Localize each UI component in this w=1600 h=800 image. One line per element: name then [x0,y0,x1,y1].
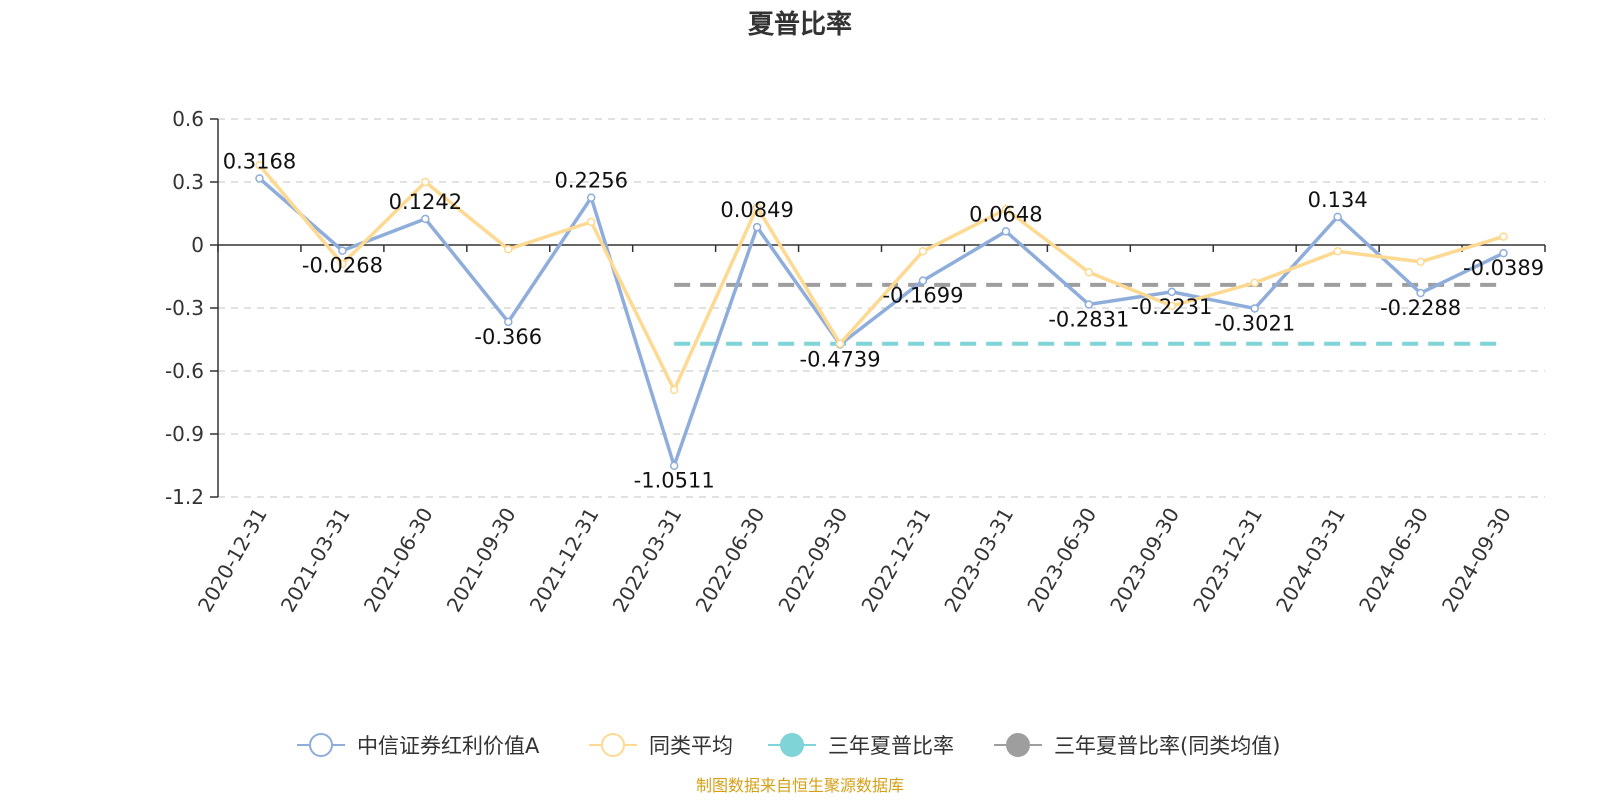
legend[interactable]: 中信证券红利价值A 同类平均 三年夏普比率 三年夏普比率(同类均值) [297,733,1280,758]
peer-avg-series-point [1084,268,1094,277]
x-tick-label: 2023-03-31 [939,504,1018,617]
fund-series-point [1001,227,1011,236]
x-tick-label: 2021-09-30 [442,504,521,617]
legend-label: 三年夏普比率(同类均值) [1054,734,1280,758]
fund-series-point [504,317,513,327]
peer-avg-series-line [258,164,1505,392]
legend-swatch-marker [601,733,625,757]
data-label: -0.4739 [800,348,881,372]
fund-series-point [338,246,347,255]
x-tick-label: 2021-06-30 [359,504,438,617]
peer-avg-series-point [338,259,347,269]
legend-label: 中信证券红利价值A [357,734,540,758]
fund-series-point [1250,304,1259,313]
fund-series-point [918,276,928,285]
peer-avg-series-point [1499,232,1508,241]
chart-title: 夏普比率 [748,9,852,40]
source-note: 制图数据来自恒生聚源数据库 [696,776,904,795]
data-label: -0.0268 [302,254,383,278]
peer-avg-series-point [1250,278,1259,288]
fund-series-line [258,177,1505,468]
data-label: -0.1699 [882,284,963,308]
y-tick-label: -1.2 [165,485,204,509]
data-label: 0.1242 [389,190,462,214]
fund-series-point [669,461,679,470]
legend-label: 三年夏普比率 [828,734,954,758]
x-tick-label: 2021-03-31 [276,504,355,617]
x-tick-label: 2022-12-31 [856,504,935,617]
peer-avg-series-point [586,217,596,227]
fund-series-point [421,214,430,224]
y-tick-label: 0 [191,233,204,257]
data-label: 0.2256 [554,169,627,193]
y-tick-label: 0.3 [172,170,204,194]
legend-swatch-marker [1006,733,1030,757]
x-tick-label: 2020-12-31 [193,504,272,617]
peer-avg-series-point [1001,205,1011,214]
y-tick-label: -0.9 [165,422,204,446]
x-tick-label: 2024-09-30 [1437,504,1516,617]
x-tick-label: 2022-03-31 [608,504,687,617]
x-tick-label: 2021-12-31 [525,504,604,617]
x-tick-label: 2022-06-30 [691,504,770,617]
x-tick-label: 2024-03-31 [1271,504,1350,617]
data-label: -0.2831 [1048,307,1129,331]
peer-avg-series-point [669,385,679,395]
fund-series-point [1416,288,1425,298]
legend-item[interactable]: 三年夏普比率 [768,733,954,758]
peer-avg-series-point [1416,257,1425,267]
data-label: -0.366 [474,325,542,349]
peer-avg-series-point [1167,301,1177,311]
fund-series-point [255,174,264,183]
fund-series-point [1333,212,1342,222]
data-label: -0.0389 [1463,256,1544,280]
peer-avg-series-point [752,202,762,212]
x-tick-label: 2023-09-30 [1105,504,1184,617]
fund-series-point [1167,287,1177,297]
peer-avg-series-point [1333,247,1342,256]
fund-series-point [1499,248,1508,258]
fund-series-point [1084,300,1094,309]
x-tick-label: 2023-12-31 [1188,504,1267,617]
data-label: -0.2231 [1131,295,1212,319]
peer-avg-series-point [255,160,264,170]
gridlines [218,118,1545,498]
legend-item[interactable]: 中信证券红利价值A [297,733,540,758]
y-tick-label: -0.3 [165,296,204,320]
legend-item[interactable]: 同类平均 [589,733,733,758]
reference-lines [674,282,1504,346]
y-tick-label: -0.6 [165,359,204,383]
peer-avg-series-point [504,244,513,254]
data-label: 0.134 [1308,188,1368,212]
peer-avg-series-point [835,339,845,348]
peer-avg-series-point [918,247,928,256]
x-tick-label: 2022-09-30 [773,504,852,617]
series-lines [255,160,1508,470]
legend-swatch-marker [309,733,333,757]
x-tick-label: 2023-06-30 [1022,504,1101,617]
data-label: 0.3168 [223,149,296,173]
legend-item[interactable]: 三年夏普比率(同类均值) [994,733,1280,758]
fund-series-point [586,193,596,202]
x-tick-label: 2024-06-30 [1354,504,1433,617]
data-label: -0.2288 [1380,296,1461,320]
legend-label: 同类平均 [649,734,733,758]
legend-swatch-marker [780,733,804,757]
data-label: -0.3021 [1214,311,1295,335]
data-label: 0.0648 [969,202,1042,226]
data-labels: 0.3168 -0.0268 0.1242 -0.366 0.2256 -1.0511 0.… [223,149,1544,492]
data-label: 0.0849 [720,198,793,222]
peer-avg-series-point [421,177,430,187]
data-label: -1.0511 [634,469,715,493]
fund-series-point [752,222,762,232]
y-tick-label: 0.6 [172,107,204,131]
